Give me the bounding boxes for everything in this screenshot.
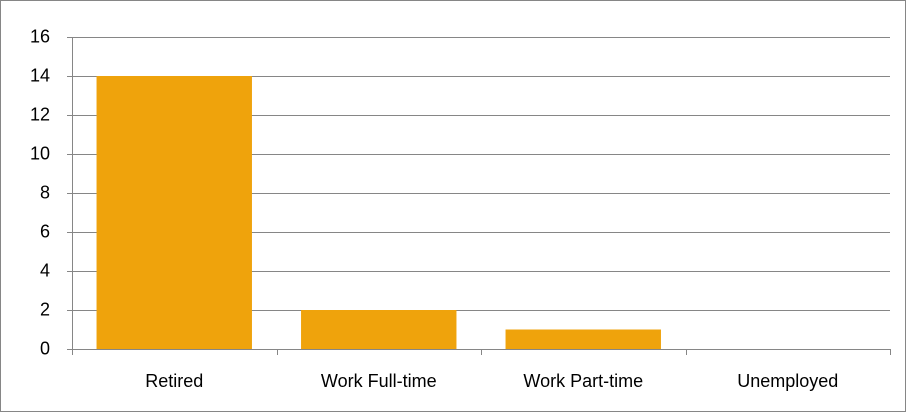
x-tick-label: Retired xyxy=(145,371,203,391)
y-tick-label: 10 xyxy=(30,143,50,163)
bar xyxy=(96,76,252,349)
y-tick-label: 8 xyxy=(40,182,50,202)
x-tick-label: Work Full-time xyxy=(321,371,437,391)
x-tick-label: Work Part-time xyxy=(523,371,643,391)
y-tick-label: 2 xyxy=(40,299,50,319)
y-tick-label: 0 xyxy=(40,338,50,358)
y-tick-label: 12 xyxy=(30,104,50,124)
y-tick-label: 4 xyxy=(40,260,50,280)
y-tick-label: 6 xyxy=(40,221,50,241)
bar xyxy=(301,310,457,349)
x-tick-label: Unemployed xyxy=(737,371,838,391)
bar xyxy=(505,329,661,349)
y-tick-label: 14 xyxy=(30,65,50,85)
y-tick-label: 16 xyxy=(30,26,50,46)
